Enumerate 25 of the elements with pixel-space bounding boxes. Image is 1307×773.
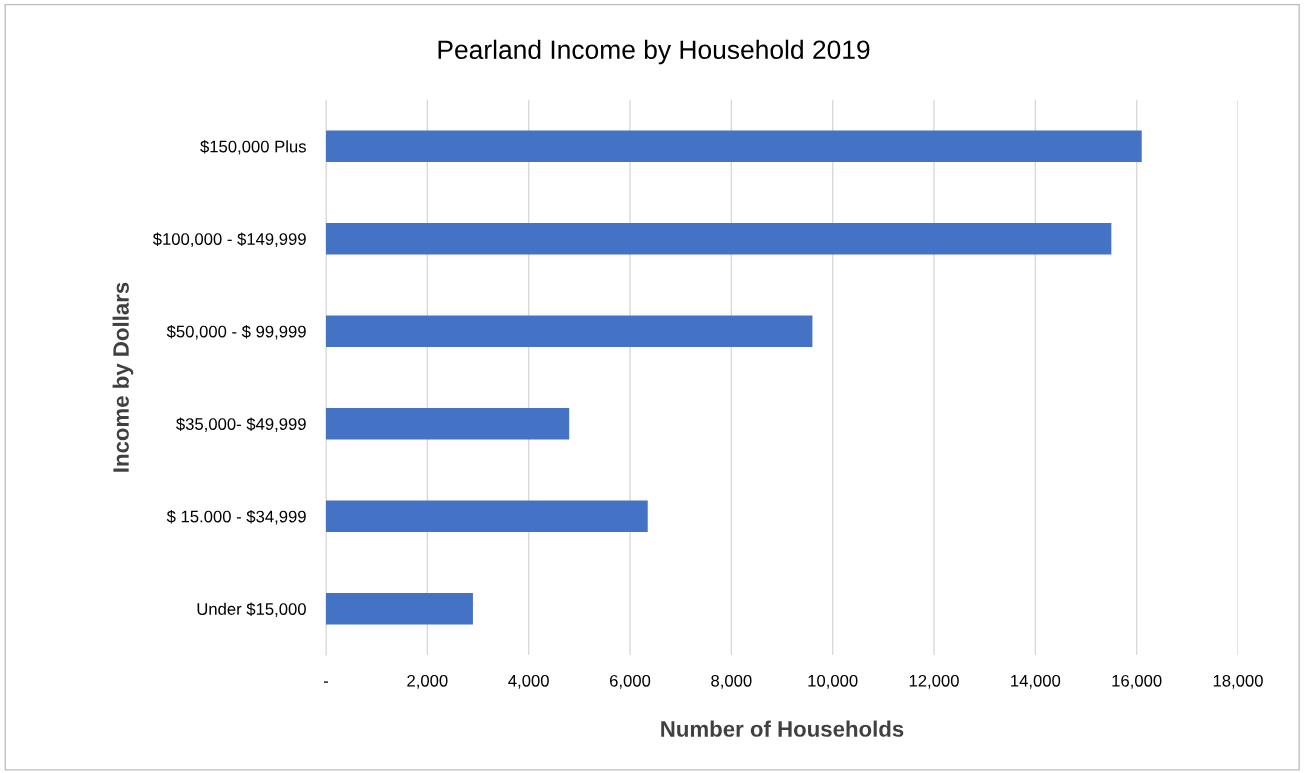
- x-tick-label: 2,000: [407, 674, 448, 689]
- x-tick-label: 18,000: [1213, 674, 1263, 689]
- bar: [326, 408, 570, 440]
- y-axis-title: Income by Dollars: [112, 282, 134, 472]
- x-axis-title: Number of Households: [661, 720, 904, 737]
- x-tick-label: 12,000: [909, 674, 959, 689]
- y-tick-label: $ 15.000 - $34,999: [166, 509, 306, 525]
- y-tick-label: $50,000 - $ 99,999: [166, 324, 306, 340]
- x-tick-label: 8,000: [711, 674, 752, 689]
- bar: [326, 315, 813, 347]
- bar: [326, 130, 1142, 162]
- x-tick-label: -: [323, 681, 329, 683]
- y-tick-label: $150,000 Plus: [200, 139, 306, 155]
- y-tick-label: $35,000- $49,999: [176, 417, 306, 432]
- x-tick-label: 10,000: [808, 674, 858, 689]
- chart-title: Pearland Income by Household 2019: [438, 39, 870, 65]
- bar: [326, 593, 473, 625]
- y-tick-label: Under $15,000: [197, 602, 306, 617]
- bar: [326, 500, 648, 532]
- bar: [326, 223, 1112, 255]
- x-tick-label: 14,000: [1011, 674, 1061, 689]
- x-tick-label: 16,000: [1112, 674, 1162, 689]
- x-tick-label: 4,000: [508, 674, 549, 689]
- y-tick-label: $100,000 - $149,999: [152, 232, 306, 247]
- x-tick-label: 6,000: [609, 674, 651, 689]
